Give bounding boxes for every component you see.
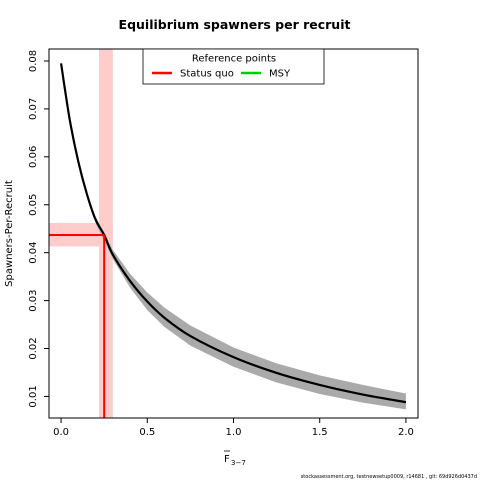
- y-axis: 0.01 0.02 0.03 0.04 0.05 0.06 0.07 0.08: [28, 50, 49, 408]
- uncertainty-band: [95, 216, 406, 410]
- y-tick-label: 0.04: [28, 242, 39, 264]
- y-tick-label: 0.06: [28, 146, 39, 168]
- y-tick-label: 0.08: [28, 50, 39, 72]
- y-tick-label: 0.02: [28, 337, 39, 359]
- y-axis-label: Spawners-Per-Recruit: [4, 180, 15, 287]
- legend-box: [142, 48, 325, 85]
- x-tick-label: 2.0: [398, 427, 414, 438]
- y-tick-label: 0.01: [28, 385, 39, 407]
- legend-title: Reference points: [192, 54, 276, 65]
- y-tick-label: 0.07: [28, 98, 39, 120]
- legend-label-status-quo: Status quo: [180, 69, 234, 80]
- legend-label-msy: MSY: [269, 69, 291, 80]
- chart-title: Equilibrium spawners per recruit: [119, 17, 351, 32]
- y-tick-label: 0.05: [28, 194, 39, 216]
- x-axis: 0.0 0.5 1.0 1.5 2.0: [53, 418, 414, 438]
- x-tick-label: 0.5: [139, 427, 155, 438]
- plot-area: [49, 49, 407, 418]
- x-axis-label-subscript: 3−7: [231, 459, 246, 467]
- x-tick-label: 1.0: [226, 427, 242, 438]
- x-tick-label: 0.0: [53, 427, 69, 438]
- x-axis-label-group: F 3−7: [224, 450, 246, 467]
- y-tick-label: 0.03: [28, 289, 39, 311]
- legend: Reference points Status quo MSY: [142, 48, 325, 85]
- series-line-0: [59, 63, 407, 404]
- x-axis-label: F: [224, 454, 230, 465]
- x-tick-label: 1.5: [312, 427, 328, 438]
- footer-credit: stockassessment.org, testnewsetup0009, r…: [301, 474, 477, 480]
